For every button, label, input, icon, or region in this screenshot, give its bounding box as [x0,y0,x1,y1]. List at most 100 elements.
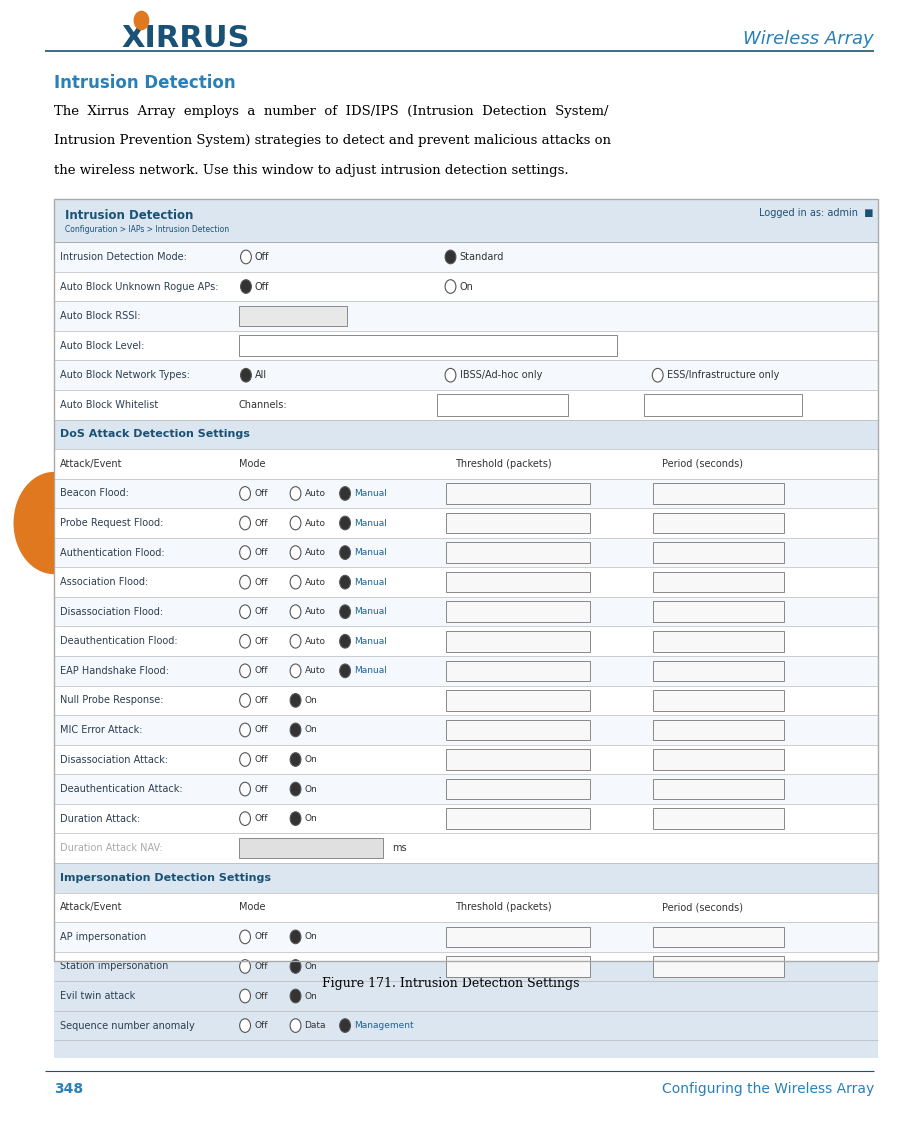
Text: Off: Off [254,991,268,1001]
Text: Auto Block Whitelist: Auto Block Whitelist [60,400,159,409]
Bar [653,542,784,563]
Text: Wireless Array: Wireless Array [743,30,874,48]
Bar [54,804,878,833]
Circle shape [652,368,663,382]
Text: Logged in as: admin  ■: Logged in as: admin ■ [760,208,874,218]
Text: 10: 10 [450,814,463,823]
Text: 60: 60 [658,489,670,498]
Bar [54,390,878,420]
Bar [446,483,590,504]
Text: The  Xirrus  Array  employs  a  number  of  IDS/IPS  (Intrusion  Detection  Syst: The Xirrus Array employs a number of IDS… [54,105,608,117]
Text: Association Flood:: Association Flood: [60,578,149,587]
Circle shape [340,605,350,619]
Bar [54,686,878,715]
Text: Auto: Auto [305,578,325,587]
Text: MIC Error Attack:: MIC Error Attack: [60,725,143,735]
Bar [54,597,878,626]
Bar [54,961,878,1059]
Text: 60: 60 [658,637,670,646]
Text: Deauthentication Attack:: Deauthentication Attack: [60,785,183,794]
Bar [54,774,878,804]
Circle shape [241,280,251,293]
Text: Threshold (packets): Threshold (packets) [455,903,551,912]
Text: Off: Off [254,578,268,587]
Text: Disassociation Flood:: Disassociation Flood: [60,607,163,616]
Text: On: On [305,932,317,941]
Text: Off: Off [255,282,269,291]
Bar [446,542,590,563]
Circle shape [445,250,456,264]
Text: On: On [305,991,317,1001]
Bar [653,690,784,711]
Text: On: On [305,814,317,823]
Bar [653,956,784,977]
Bar [54,1011,878,1040]
Circle shape [290,1019,301,1032]
Text: Attack/Event: Attack/Event [60,903,123,912]
Text: On: On [305,962,317,971]
Text: On: On [305,725,317,735]
Text: Auto: Auto [305,548,325,557]
Text: 100: 100 [450,666,469,675]
Text: Manual: Manual [354,637,387,646]
Text: Configuring the Wireless Array: Configuring the Wireless Array [661,1082,874,1096]
Text: Manual: Manual [354,518,387,528]
Bar [653,572,784,592]
Circle shape [240,1019,250,1032]
Text: Intrusion Detection: Intrusion Detection [54,74,236,92]
Circle shape [340,487,350,500]
Text: 5: 5 [450,962,457,971]
Text: Manual: Manual [354,548,387,557]
Bar [653,483,784,504]
Circle shape [445,368,456,382]
Text: Intrusion Prevention System) strategies to detect and prevent malicious attacks : Intrusion Prevention System) strategies … [54,134,611,147]
Text: 1000: 1000 [450,518,475,528]
Circle shape [240,516,250,530]
Bar [54,922,878,952]
Text: 1: 1 [450,785,457,794]
Text: Auto: Auto [305,637,325,646]
Text: Period (seconds): Period (seconds) [662,903,743,912]
Text: Manual: Manual [354,666,387,675]
Circle shape [290,516,301,530]
Circle shape [290,664,301,678]
Circle shape [290,575,301,589]
Circle shape [240,930,250,944]
Text: Automatically block unknown rogue APs with no encryption: Automatically block unknown rogue APs wi… [243,341,499,350]
Text: IBSS/Ad-hoc only: IBSS/Ad-hoc only [460,371,542,380]
Circle shape [134,11,149,30]
Wedge shape [14,472,54,574]
Bar [54,715,878,745]
Bar [653,513,784,533]
Circle shape [240,575,250,589]
Text: Off: Off [254,962,268,971]
Text: EAP Handshake Flood:: EAP Handshake Flood: [60,666,169,675]
Bar [54,893,878,922]
Text: ms: ms [392,844,406,853]
Text: Add Channel: Add Channel [441,400,496,409]
Text: Probe Request Flood:: Probe Request Flood: [60,518,164,528]
Text: 100: 100 [450,607,469,616]
Circle shape [290,960,301,973]
Text: Figure 171. Intrusion Detection Settings: Figure 171. Intrusion Detection Settings [322,977,579,990]
Bar [54,360,878,390]
Text: 60: 60 [658,932,670,941]
Bar [446,601,590,622]
Bar [54,199,878,961]
Circle shape [290,930,301,944]
Circle shape [290,782,301,796]
Circle shape [445,280,456,293]
Text: v: v [791,400,796,409]
Text: Off: Off [254,755,268,764]
Text: 2: 2 [658,814,664,823]
Bar [54,745,878,774]
Text: Evil twin attack: Evil twin attack [60,991,136,1001]
Text: Off: Off [254,785,268,794]
Text: Off: Off [254,932,268,941]
Text: Standard: Standard [460,252,504,262]
Bar [644,395,802,416]
Bar [239,838,383,858]
Bar [54,508,878,538]
Text: AP impersonation: AP impersonation [60,932,147,941]
Circle shape [340,634,350,648]
